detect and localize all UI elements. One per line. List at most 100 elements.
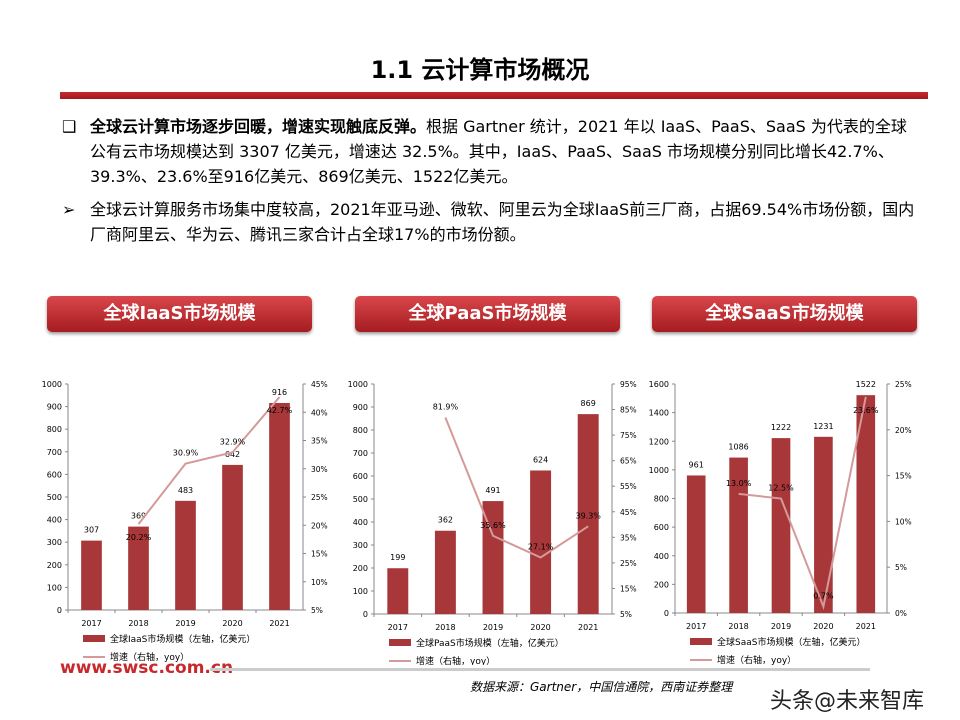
growth-label: 42.7% [267, 406, 293, 415]
growth-label: 30.9% [173, 449, 199, 458]
bar-value-label: 624 [533, 455, 548, 464]
bar-value-label: 362 [438, 516, 453, 525]
bar-value-label: 1231 [813, 422, 833, 431]
bullet-2: ➢ 全球云计算服务市场集中度较高，2021年亚马逊、微软、阿里云为全球IaaS前… [62, 197, 922, 247]
legend-bar-label: 全球SaaS市场规模（左轴，亿美元） [717, 636, 865, 648]
bar [434, 530, 456, 614]
x-tick-label: 2020 [813, 622, 833, 631]
bar [269, 402, 290, 610]
bar [222, 464, 243, 610]
right-tick-label: 30% [311, 465, 328, 474]
right-tick-label: 5% [620, 610, 632, 619]
bar [81, 540, 102, 610]
watermark: 头条@未来智库 [770, 689, 925, 714]
growth-line [738, 396, 867, 611]
bullet-list: ❑ 全球云计算市场逐步回暖，增速实现触底反弹。根据 Gartner 统计，202… [62, 114, 922, 255]
left-tick-label: 500 [47, 493, 62, 502]
left-tick-label: 1000 [42, 380, 62, 389]
bullet-1: ❑ 全球云计算市场逐步回暖，增速实现触底反弹。根据 Gartner 统计，202… [62, 114, 922, 189]
left-tick-label: 700 [47, 448, 62, 457]
left-tick-label: 0 [664, 609, 669, 618]
growth-label: 0.7% [813, 592, 834, 601]
bar-value-label: 642 [225, 450, 240, 459]
bar [771, 438, 791, 613]
left-tick-label: 900 [47, 403, 62, 412]
arrow-bullet-icon: ➢ [62, 200, 76, 219]
legend-line-label: 增速（右轴，yoy） [110, 651, 189, 663]
left-tick-label: 300 [353, 541, 368, 550]
legend-bar-swatch [389, 639, 411, 646]
bar-value-label: 491 [485, 486, 500, 495]
page-title: 1.1 云计算市场概况 [370, 56, 590, 84]
right-tick-label: 15% [620, 584, 637, 593]
left-tick-label: 400 [47, 516, 62, 525]
x-tick-label: 2018 [728, 622, 748, 631]
bar-value-label: 1522 [856, 380, 876, 389]
right-tick-label: 0% [895, 609, 907, 618]
left-tick-label: 1200 [649, 437, 669, 446]
paas-header: 全球PaaS市场规模 [355, 296, 620, 332]
bar-value-label: 369 [131, 512, 146, 521]
right-tick-label: 35% [311, 437, 328, 446]
left-tick-label: 400 [654, 552, 669, 561]
x-tick-label: 2019 [175, 619, 195, 628]
growth-label: 12.5% [768, 484, 794, 493]
growth-label: 20.2% [126, 533, 152, 542]
right-tick-label: 85% [620, 406, 637, 415]
right-tick-label: 45% [311, 380, 328, 389]
left-tick-label: 0 [57, 606, 62, 615]
left-tick-label: 100 [353, 587, 368, 596]
legend-bar-swatch [83, 635, 105, 642]
left-tick-label: 900 [353, 403, 368, 412]
legend-line-label: 增速（右轴，yoy） [717, 654, 796, 665]
bar-value-label: 307 [84, 526, 99, 535]
growth-label: 32.9% [220, 437, 246, 446]
left-tick-label: 300 [47, 538, 62, 547]
chart-svg: 0 100 200 300 400 500 600 700 800 900 1000 5% 15% 25%… [348, 380, 637, 667]
x-tick-label: 2020 [222, 619, 242, 628]
right-tick-label: 55% [620, 482, 637, 491]
paas-chart: 0 100 200 300 400 500 600 700 800 900 1000 5% 15% 25%… [340, 360, 640, 669]
saas-chart: 0 200 400 600 800 1000 1200 1400 1600 0% 5% 10% 15% 2… [645, 360, 945, 669]
left-tick-label: 800 [654, 495, 669, 504]
chart-svg: 0 200 400 600 800 1000 1200 1400 1600 0% 5% 10% 15% 2… [649, 380, 912, 666]
left-tick-label: 500 [353, 495, 368, 504]
bar [814, 436, 833, 613]
right-tick-label: 5% [311, 606, 323, 615]
left-tick-label: 400 [353, 518, 368, 527]
left-tick-label: 200 [47, 561, 62, 570]
right-tick-label: 45% [620, 508, 637, 517]
bar-value-label: 483 [178, 486, 193, 495]
x-tick-label: 2019 [771, 622, 791, 631]
bar [387, 568, 409, 614]
bar [482, 501, 504, 614]
left-tick-label: 600 [654, 523, 669, 532]
bullet-1-text: 根据 Gartner 统计，2021 年以 IaaS、PaaS、SaaS 为代表… [90, 117, 907, 186]
left-tick-label: 200 [353, 564, 368, 573]
left-tick-label: 200 [654, 580, 669, 589]
right-tick-label: 10% [311, 578, 328, 587]
bar [686, 475, 706, 613]
bullet-1-bold: 全球云计算市场逐步回暖，增速实现触底反弹。 [90, 117, 427, 136]
x-tick-label: 2021 [578, 623, 598, 632]
left-tick-label: 600 [47, 470, 62, 479]
bar [577, 414, 599, 614]
data-source: 数据来源：Gartner，中国信通院，西南证券整理 [470, 680, 733, 694]
bar-value-label: 961 [689, 460, 704, 469]
legend-bar-swatch [690, 638, 712, 645]
checkbox-bullet-icon: ❑ [62, 117, 77, 136]
right-tick-label: 25% [311, 493, 328, 502]
right-tick-label: 20% [895, 426, 912, 435]
growth-label: 39.3% [575, 511, 601, 520]
right-tick-label: 10% [895, 517, 912, 526]
left-tick-label: 700 [353, 449, 368, 458]
x-tick-label: 2019 [483, 623, 503, 632]
right-tick-label: 25% [895, 380, 912, 389]
x-tick-label: 2018 [128, 619, 148, 628]
bar-value-label: 869 [581, 399, 596, 408]
iaas-chart: 0 100 200 300 400 500 600 700 800 900 1000 5% 10% 15%… [30, 360, 330, 669]
left-tick-label: 1400 [649, 409, 669, 418]
growth-line [137, 396, 281, 525]
x-tick-label: 2017 [686, 622, 706, 631]
x-tick-label: 2021 [856, 622, 876, 631]
